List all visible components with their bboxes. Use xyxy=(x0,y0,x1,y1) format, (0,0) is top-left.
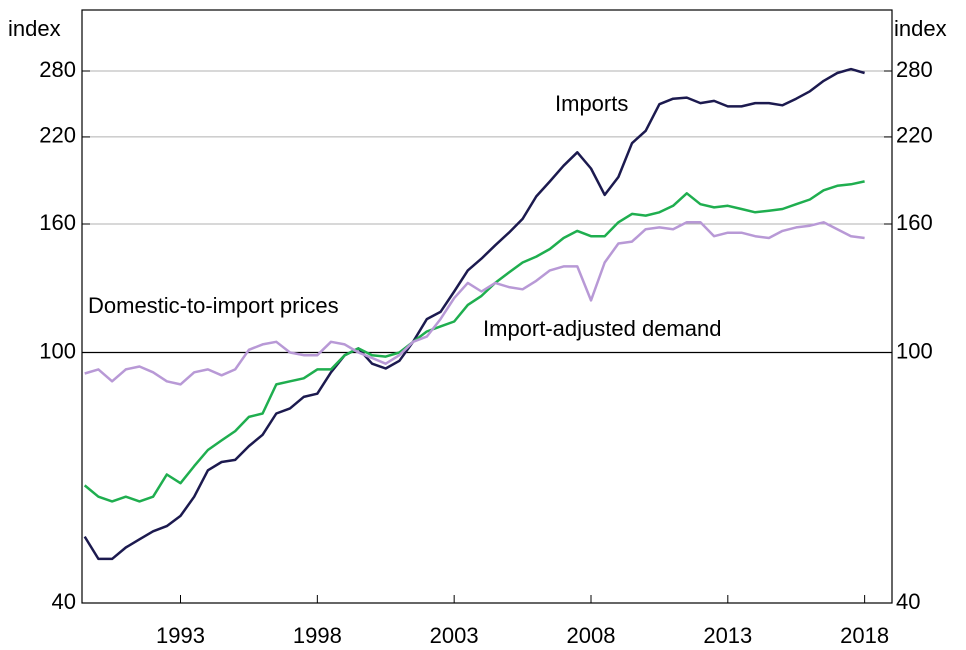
series-line xyxy=(83,180,865,503)
y-axis-label: index xyxy=(8,16,61,41)
series-label: Imports xyxy=(555,91,628,116)
x-tick-label: 1998 xyxy=(293,623,342,648)
x-tick-label: 2018 xyxy=(840,623,889,648)
y2-tick-label: 280 xyxy=(896,57,933,82)
y2-axis-label: index xyxy=(894,16,947,41)
series-label: Domestic-to-import prices xyxy=(88,293,339,318)
series-label: Import-adjusted demand xyxy=(483,316,721,341)
y-tick-label: 280 xyxy=(39,57,76,82)
y-tick-label: 220 xyxy=(39,123,76,148)
x-tick-label: 2003 xyxy=(430,623,479,648)
y2-tick-label: 100 xyxy=(896,338,933,363)
y-tick-label: 100 xyxy=(39,338,76,363)
series-line xyxy=(84,221,865,386)
y-tick-label: 160 xyxy=(39,210,76,235)
y-tick-label: 40 xyxy=(52,589,76,614)
x-tick-label: 2013 xyxy=(703,623,752,648)
plot-frame xyxy=(81,9,893,604)
x-tick-label: 2008 xyxy=(567,623,616,648)
y2-tick-label: 40 xyxy=(896,589,920,614)
series-line xyxy=(83,67,865,561)
y2-tick-label: 160 xyxy=(896,210,933,235)
y2-tick-label: 220 xyxy=(896,123,933,148)
x-tick-label: 1993 xyxy=(156,623,205,648)
